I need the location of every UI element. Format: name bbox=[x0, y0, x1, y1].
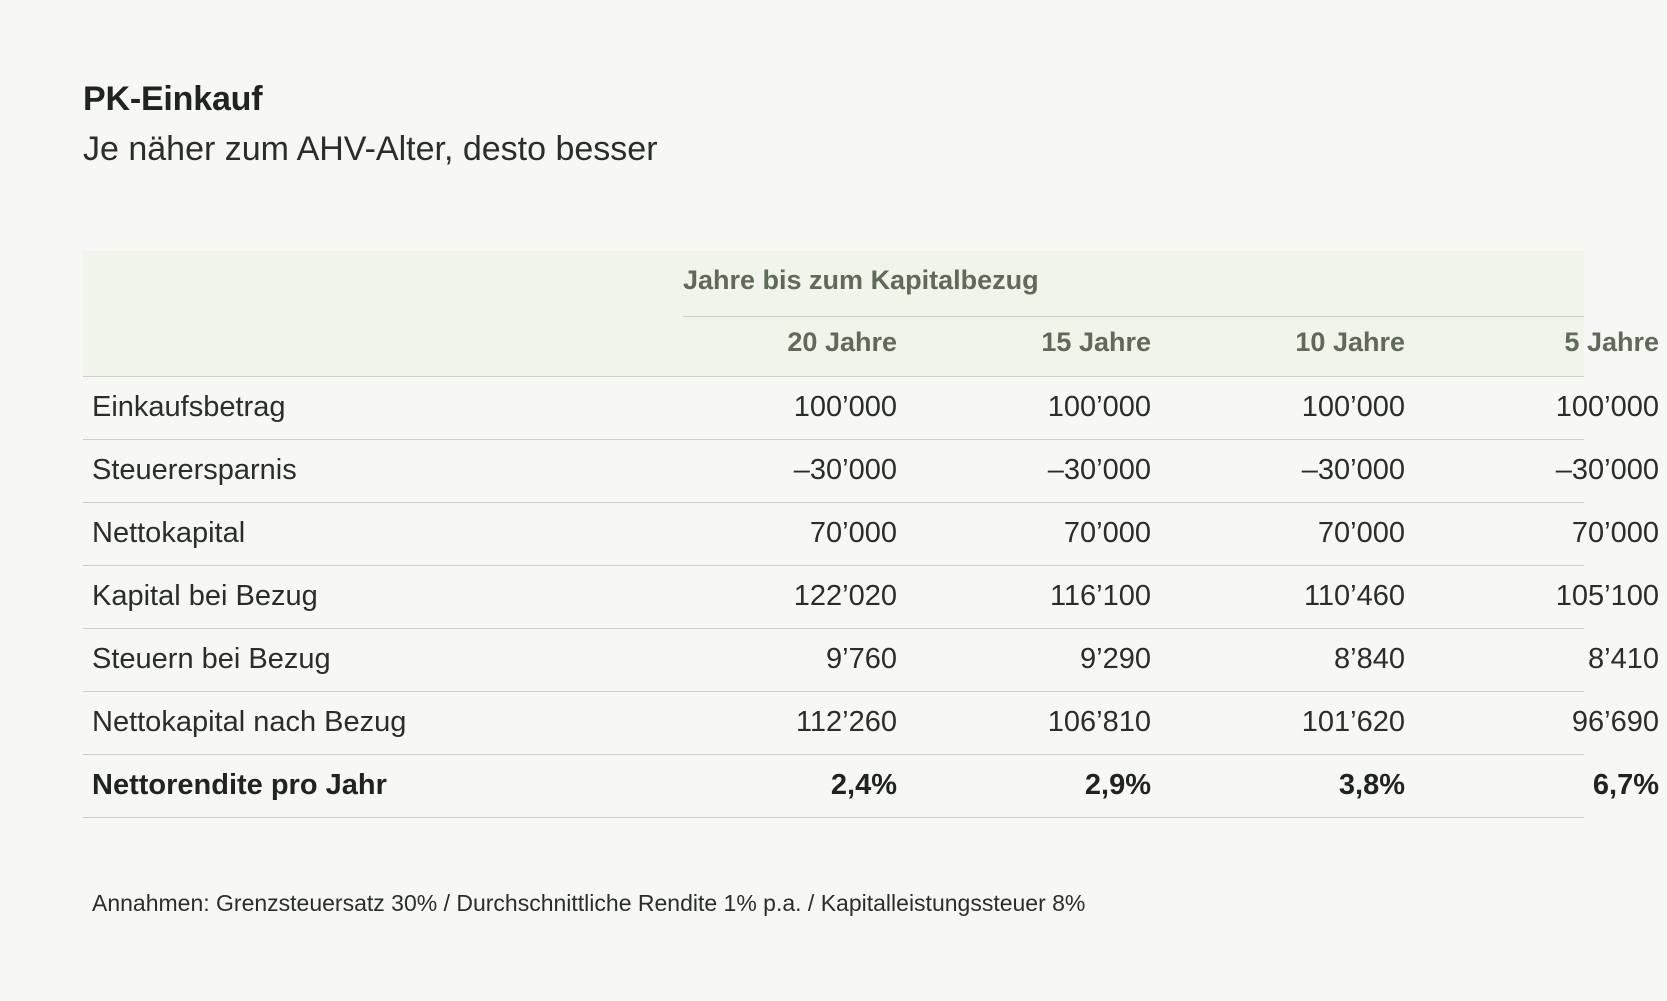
table-header: Jahre bis zum Kapitalbezug 20 Jahre 15 J… bbox=[83, 251, 1659, 377]
table-cell: 100’000 bbox=[793, 391, 897, 423]
table-cell: 3,8% bbox=[1338, 769, 1405, 801]
table-cell: 112’260 bbox=[795, 706, 897, 738]
column-header: 5 Jahre bbox=[1564, 327, 1659, 357]
table-cell: 70’000 bbox=[1571, 517, 1659, 549]
table-row: Kapital bei Bezug 122’020 116’100 110’46… bbox=[83, 566, 1659, 629]
table-row: Einkaufsbetrag 100’000 100’000 100’000 1… bbox=[83, 377, 1659, 440]
row-label: Nettokapital nach Bezug bbox=[92, 706, 407, 738]
page-title: PK-Einkauf bbox=[83, 80, 263, 118]
table-row: Nettokapital nach Bezug 112’260 106’810 … bbox=[83, 692, 1659, 755]
table-cell: 2,4% bbox=[830, 769, 897, 801]
table-cell: 100’000 bbox=[1555, 391, 1659, 423]
table-cell: –30’000 bbox=[1047, 454, 1151, 486]
table-row: Steuern bei Bezug 9’760 9’290 8’840 8’41… bbox=[83, 629, 1659, 692]
table-cell: 101’620 bbox=[1301, 706, 1405, 738]
table-cell: 9’290 bbox=[1080, 643, 1151, 675]
row-label: Steuern bei Bezug bbox=[92, 643, 331, 675]
table-row: Nettokapital 70’000 70’000 70’000 70’000 bbox=[83, 503, 1659, 566]
table-cell: 8’840 bbox=[1334, 643, 1405, 675]
table-cell: 8’410 bbox=[1588, 643, 1659, 675]
table-cell: 110’460 bbox=[1303, 580, 1405, 612]
table-row-total: Nettorendite pro Jahr 2,4% 2,9% 3,8% 6,7… bbox=[83, 755, 1659, 818]
table-cell: 70’000 bbox=[809, 517, 897, 549]
group-header: Jahre bis zum Kapitalbezug bbox=[683, 265, 1039, 295]
table-cell: –30’000 bbox=[1555, 454, 1659, 486]
table-cell: 122’020 bbox=[793, 580, 897, 612]
table-cell: 70’000 bbox=[1063, 517, 1151, 549]
group-header-rule bbox=[683, 316, 1584, 317]
table-cell: 106’810 bbox=[1047, 706, 1151, 738]
column-header: 20 Jahre bbox=[787, 327, 897, 357]
table-cell: –30’000 bbox=[1301, 454, 1405, 486]
row-label: Steuerersparnis bbox=[92, 454, 297, 486]
table-cell: 105’100 bbox=[1555, 580, 1659, 612]
table-cell: 6,7% bbox=[1592, 769, 1659, 801]
row-label: Nettorendite pro Jahr bbox=[92, 769, 387, 801]
page-subtitle: Je näher zum AHV-Alter, desto besser bbox=[83, 130, 658, 168]
row-label: Kapital bei Bezug bbox=[92, 580, 318, 612]
table-cell: 70’000 bbox=[1317, 517, 1405, 549]
row-label: Nettokapital bbox=[92, 517, 246, 549]
table-cell: 100’000 bbox=[1301, 391, 1405, 423]
footnote: Annahmen: Grenzsteuersatz 30% / Durchsch… bbox=[92, 890, 1086, 916]
table-cell: 96’690 bbox=[1571, 706, 1659, 738]
table-cell: 100’000 bbox=[1047, 391, 1151, 423]
table-cell: –30’000 bbox=[793, 454, 897, 486]
column-header: 15 Jahre bbox=[1041, 327, 1151, 357]
column-header: 10 Jahre bbox=[1295, 327, 1405, 357]
comparison-table: Jahre bis zum Kapitalbezug 20 Jahre 15 J… bbox=[83, 251, 1659, 818]
table-row: Steuerersparnis –30’000 –30’000 –30’000 … bbox=[83, 440, 1659, 503]
table-cell: 2,9% bbox=[1084, 769, 1151, 801]
table-cell: 116’100 bbox=[1049, 580, 1151, 612]
table-cell: 9’760 bbox=[826, 643, 897, 675]
row-label: Einkaufsbetrag bbox=[92, 391, 286, 423]
